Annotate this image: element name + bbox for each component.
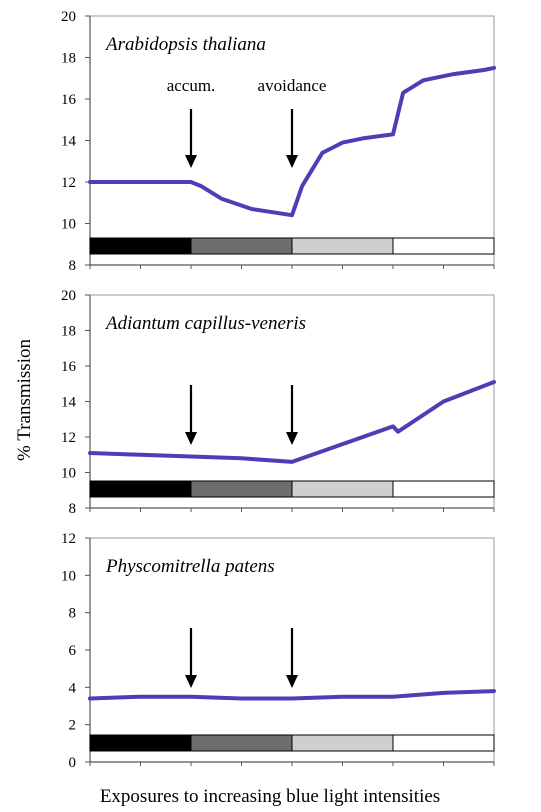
y-tick-label-0-0: 8 bbox=[69, 258, 77, 274]
y-tick-label-2-6: 12 bbox=[61, 531, 76, 547]
y-tick-label-1-5: 18 bbox=[61, 324, 76, 340]
light-bar-segment-1-2 bbox=[291, 480, 394, 498]
y-tick-label-1-1: 10 bbox=[61, 466, 76, 482]
panel-title-0: Arabidopsis thaliana bbox=[104, 34, 266, 55]
y-tick-label-2-0: 0 bbox=[69, 755, 77, 771]
arrow-head-2-0 bbox=[185, 675, 197, 688]
y-tick-label-2-1: 2 bbox=[69, 718, 77, 734]
annotation-label-0-0: accum. bbox=[167, 76, 216, 95]
annotation-label-0-1: avoidance bbox=[258, 76, 327, 95]
x-axis-title: Exposures to increasing blue light inten… bbox=[100, 786, 440, 807]
arrow-head-1-1 bbox=[286, 432, 298, 445]
y-tick-label-0-5: 18 bbox=[61, 51, 76, 67]
y-tick-label-0-1: 10 bbox=[61, 217, 76, 233]
y-tick-label-1-6: 20 bbox=[61, 288, 76, 304]
series-line-2-0 bbox=[88, 689, 496, 701]
y-tick-label-0-6: 20 bbox=[61, 9, 76, 25]
light-bar-segment-1-0 bbox=[89, 480, 192, 498]
y-tick-label-2-3: 6 bbox=[69, 643, 77, 659]
y-tick-label-0-3: 14 bbox=[61, 134, 77, 150]
arrow-head-1-0 bbox=[185, 432, 197, 445]
light-bar-segment-2-1 bbox=[190, 734, 293, 752]
arrow-head-0-1 bbox=[286, 155, 298, 168]
y-tick-label-0-4: 16 bbox=[61, 92, 77, 108]
y-tick-label-1-4: 16 bbox=[61, 359, 77, 375]
light-bar-segment-2-0 bbox=[89, 734, 192, 752]
panel-title-2: Physcomitrella patens bbox=[105, 556, 275, 577]
y-tick-label-2-5: 10 bbox=[61, 568, 76, 584]
y-tick-label-2-4: 8 bbox=[69, 606, 77, 622]
series-line-1-0 bbox=[88, 380, 496, 464]
y-tick-label-1-2: 12 bbox=[61, 430, 76, 446]
y-tick-label-1-3: 14 bbox=[61, 395, 77, 411]
y-tick-label-0-2: 12 bbox=[61, 175, 76, 191]
light-bar-segment-1-3 bbox=[392, 480, 495, 498]
light-bar-segment-0-3 bbox=[392, 237, 495, 255]
y-tick-label-1-0: 8 bbox=[69, 501, 77, 517]
light-bar-segment-1-1 bbox=[190, 480, 293, 498]
arrow-head-0-0 bbox=[185, 155, 197, 168]
light-bar-segment-0-0 bbox=[89, 237, 192, 255]
light-bar-segment-2-3 bbox=[392, 734, 495, 752]
arrow-head-2-1 bbox=[286, 675, 298, 688]
light-bar-segment-0-1 bbox=[190, 237, 293, 255]
light-bar-segment-0-2 bbox=[291, 237, 394, 255]
light-bar-segment-2-2 bbox=[291, 734, 394, 752]
series-line-0-0 bbox=[88, 65, 496, 218]
panel-title-1: Adiantum capillus-veneris bbox=[104, 313, 306, 334]
y-tick-label-2-2: 4 bbox=[69, 680, 77, 696]
y-axis-title: % Transmission bbox=[14, 339, 35, 461]
